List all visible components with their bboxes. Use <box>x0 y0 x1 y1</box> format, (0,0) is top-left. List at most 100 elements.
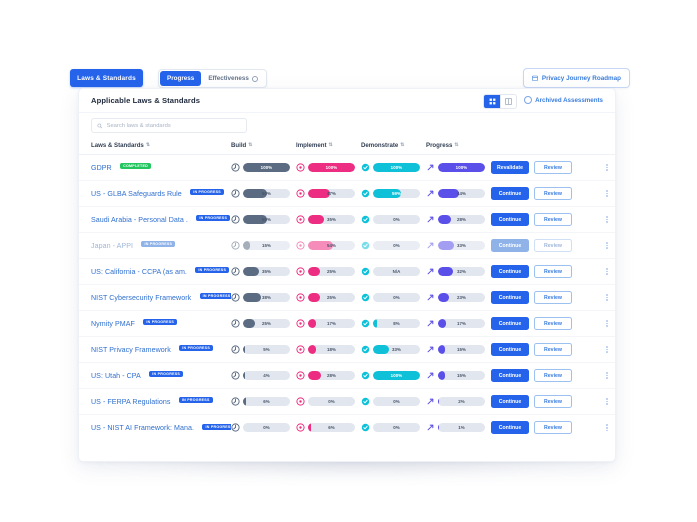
progress-bar-progress: 17% <box>438 319 485 328</box>
cell-name: NIST Privacy Framework IN PROGRESS <box>79 337 231 363</box>
table-row[interactable]: US - FERPA Regulations IN PROGRESS 6% 0% <box>79 389 615 415</box>
more-vertical-icon[interactable] <box>589 215 615 224</box>
table-row[interactable]: US: California - CCPA (as am. IN PROGRES… <box>79 259 615 285</box>
list-view-button[interactable] <box>500 95 516 108</box>
cell-build: 38% <box>231 285 296 311</box>
segment-effectiveness[interactable]: Effectiveness <box>201 71 265 86</box>
progress-bar-progress: 15% <box>438 371 485 380</box>
metric-build: 0% <box>231 423 296 433</box>
column-header-progress[interactable]: Progress ⇅ <box>426 139 491 155</box>
more-vertical-icon[interactable] <box>589 163 615 172</box>
review-button[interactable]: Review <box>534 343 572 356</box>
law-name-link[interactable]: Japan - APPI <box>91 241 134 250</box>
review-button[interactable]: Review <box>534 369 572 382</box>
primary-action-button[interactable]: Continue <box>491 291 529 304</box>
metric-demonstrate: 59% <box>361 189 426 198</box>
table-row[interactable]: US: Utah - CPA IN PROGRESS 4% 28% <box>79 363 615 389</box>
cell-actions: Continue Review <box>491 181 589 207</box>
progress-bar-fill <box>438 397 439 406</box>
review-button[interactable]: Review <box>534 291 572 304</box>
more-vertical-icon[interactable] <box>589 241 615 250</box>
column-header-demonstrate[interactable]: Demonstrate ⇅ <box>361 139 426 155</box>
metric-implement: 47% <box>296 189 361 198</box>
primary-action-button[interactable]: Continue <box>491 421 529 435</box>
metric-implement: 18% <box>296 345 361 354</box>
law-name-link[interactable]: NIST Cybersecurity Framework <box>91 293 192 302</box>
progress-bar-label: 0% <box>393 243 400 248</box>
table-row[interactable]: US - GLBA Safeguards Rule IN PROGRESS 50… <box>79 181 615 207</box>
review-button[interactable]: Review <box>534 213 572 226</box>
law-name-link[interactable]: US - GLBA Safeguards Rule <box>91 189 182 198</box>
cell-actions: Continue Review <box>491 285 589 311</box>
primary-action-button[interactable]: Continue <box>491 239 529 252</box>
progress-bar-label: 0% <box>393 399 400 404</box>
review-button[interactable]: Review <box>534 317 572 330</box>
primary-action-button[interactable]: Continue <box>491 317 529 330</box>
table-row[interactable]: Saudi Arabia - Personal Data . IN PROGRE… <box>79 207 615 233</box>
cell-demonstrate: N/A <box>361 259 426 285</box>
progress-bar-implement: 47% <box>308 189 355 198</box>
laws-table: Laws & Standards ⇅ Build ⇅ Implement ⇅ Demo… <box>79 139 615 441</box>
search-input[interactable] <box>106 122 241 129</box>
table-row[interactable]: NIST Privacy Framework IN PROGRESS 5% 18… <box>79 337 615 363</box>
primary-action-button[interactable]: Continue <box>491 187 529 200</box>
metric-implement: 25% <box>296 293 361 302</box>
review-button[interactable]: Review <box>534 239 572 252</box>
progress-bar-demonstrate: 0% <box>373 293 420 302</box>
law-name-link[interactable]: US - NIST AI Framework: Mana. <box>91 423 195 432</box>
cell-menu <box>589 259 615 285</box>
check-circle-icon <box>361 371 370 380</box>
clock-icon <box>231 319 240 328</box>
grid-view-button[interactable] <box>484 95 500 108</box>
more-vertical-icon[interactable] <box>589 267 615 276</box>
law-name-link[interactable]: US: California - CCPA (as am. <box>91 267 187 276</box>
review-button[interactable]: Review <box>534 265 572 278</box>
search-box[interactable] <box>91 118 247 133</box>
review-button[interactable]: Review <box>534 161 572 174</box>
column-header-build[interactable]: Build ⇅ <box>231 139 296 155</box>
cell-name: Nymity PMAF IN PROGRESS <box>79 311 231 337</box>
primary-action-button[interactable]: Continue <box>491 369 529 382</box>
primary-action-button[interactable]: Continue <box>491 343 529 356</box>
column-header-implement[interactable]: Implement ⇅ <box>296 139 361 155</box>
more-vertical-icon[interactable] <box>589 319 615 328</box>
primary-action-button[interactable]: Revalidate <box>491 161 529 174</box>
segment-progress[interactable]: Progress <box>160 71 202 86</box>
column-header-name[interactable]: Laws & Standards ⇅ <box>79 139 231 155</box>
privacy-journey-roadmap-button[interactable]: Privacy Journey Roadmap <box>522 68 630 88</box>
more-vertical-icon[interactable] <box>589 397 615 406</box>
more-vertical-icon[interactable] <box>589 345 615 354</box>
trending-up-icon <box>427 190 434 197</box>
law-name-link[interactable]: Saudi Arabia - Personal Data . <box>91 215 188 224</box>
progress-bar-label: 2% <box>458 399 465 404</box>
law-name-link[interactable]: US: Utah - CPA <box>91 371 141 380</box>
more-vertical-icon[interactable] <box>589 424 615 432</box>
tab-laws-and-standards[interactable]: Laws & Standards <box>70 69 143 87</box>
cell-name: Japan - APPI IN PROGRESS <box>79 233 231 259</box>
review-button[interactable]: Review <box>534 421 572 435</box>
progress-bar-build: 35% <box>243 267 290 276</box>
law-name-link[interactable]: Nymity PMAF <box>91 319 135 328</box>
progress-bar-demonstrate: N/A <box>373 267 420 276</box>
primary-action-button[interactable]: Continue <box>491 213 529 226</box>
cell-menu <box>589 181 615 207</box>
table-row[interactable]: GDPR COMPLETED 100% 100% <box>79 155 615 181</box>
metric-build: 50% <box>231 215 296 224</box>
law-name-link[interactable]: US - FERPA Regulations <box>91 397 171 406</box>
cell-actions: Continue Review <box>491 389 589 415</box>
archived-assessments-link[interactable]: Archived Assessments <box>524 96 603 104</box>
more-vertical-icon[interactable] <box>589 293 615 302</box>
table-row[interactable]: US - NIST AI Framework: Mana. IN PROGRES… <box>79 415 615 441</box>
review-button[interactable]: Review <box>534 187 572 200</box>
law-name-link[interactable]: NIST Privacy Framework <box>91 345 171 354</box>
primary-action-button[interactable]: Continue <box>491 395 529 408</box>
table-row[interactable]: NIST Cybersecurity Framework IN PROGRESS… <box>79 285 615 311</box>
review-button[interactable]: Review <box>534 395 572 408</box>
table-row[interactable]: Nymity PMAF IN PROGRESS 25% 17% <box>79 311 615 337</box>
cell-progress: 17% <box>426 311 491 337</box>
law-name-link[interactable]: GDPR <box>91 163 112 172</box>
primary-action-button[interactable]: Continue <box>491 265 529 278</box>
more-vertical-icon[interactable] <box>589 189 615 198</box>
table-row[interactable]: Japan - APPI IN PROGRESS 15% 54% <box>79 233 615 259</box>
more-vertical-icon[interactable] <box>589 371 615 380</box>
